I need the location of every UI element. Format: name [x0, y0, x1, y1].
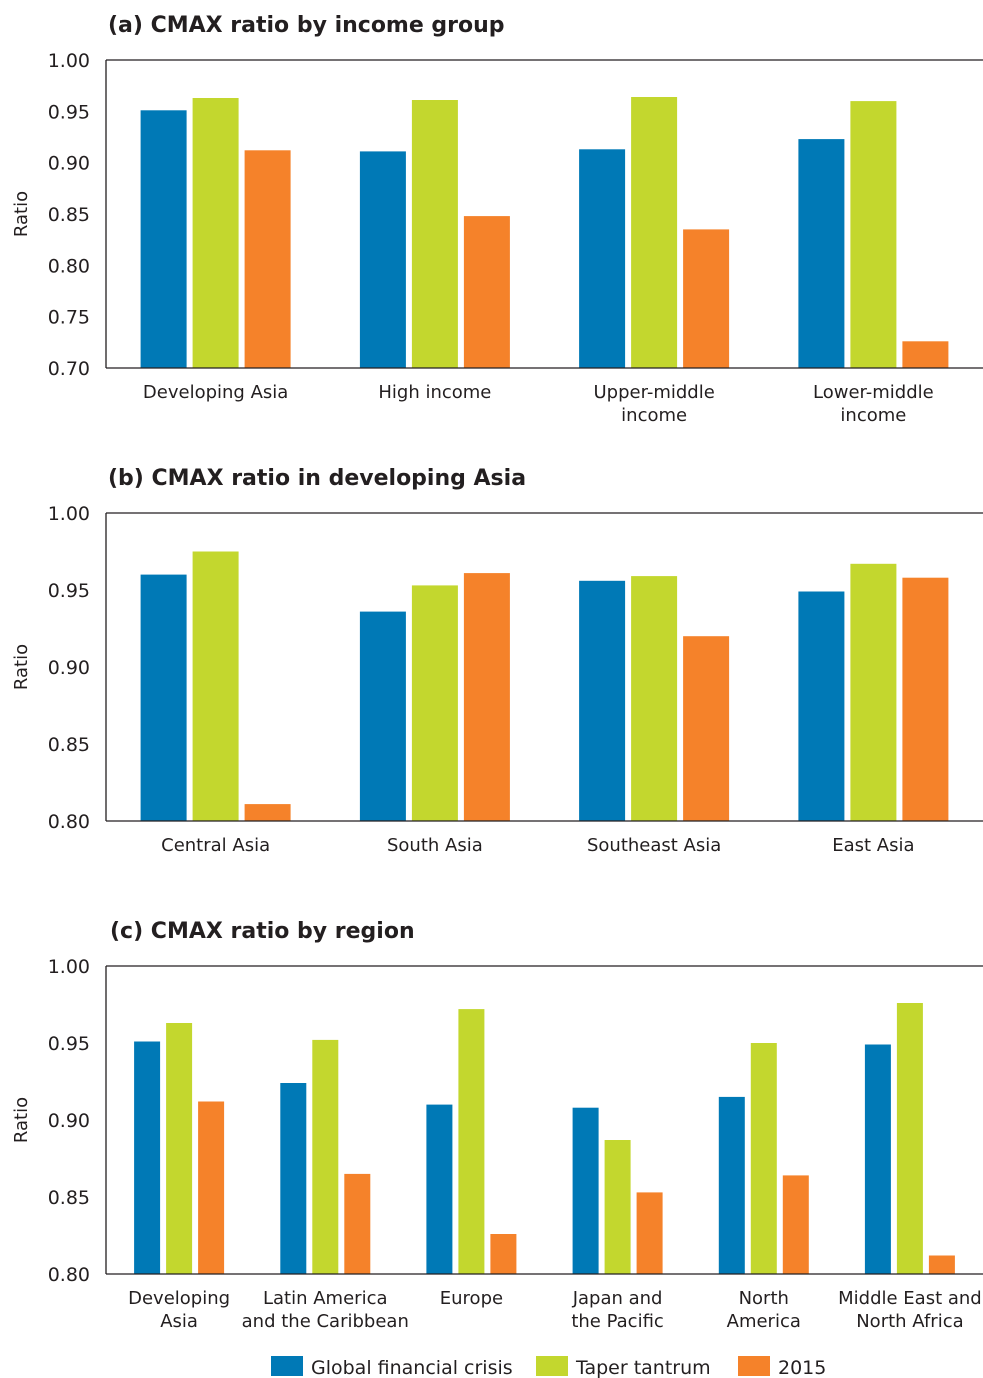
y-axis-label: Ratio — [11, 644, 32, 690]
bar-gfc — [359, 611, 406, 821]
bar-taper — [850, 563, 897, 821]
y-tick-label: 0.95 — [48, 580, 90, 602]
bar-y2015 — [344, 1173, 371, 1274]
bar-y2015 — [198, 1101, 225, 1274]
bar-gfc — [798, 139, 845, 368]
chart-panel-1: (a) CMAX ratio by income group Ratio 0.70 0… — [11, 13, 983, 426]
y-tick-label: 0.90 — [48, 153, 90, 175]
legend-label: Global financial crisis — [311, 1357, 513, 1378]
x-category-label: and the Caribbean — [242, 1311, 409, 1332]
y-axis-label: Ratio — [11, 1097, 32, 1143]
x-category-label: Middle East and — [838, 1288, 982, 1309]
y-tick-label: 1.00 — [48, 956, 90, 978]
bar-gfc — [798, 591, 845, 821]
x-category-label: Central Asia — [161, 835, 270, 856]
bar-gfc — [359, 151, 406, 368]
y-tick-label: 0.95 — [48, 101, 90, 123]
y-axis-label: Ratio — [11, 191, 32, 237]
x-category-label: Developing Asia — [143, 382, 288, 403]
bar-taper — [896, 1003, 923, 1274]
x-category-label: High income — [378, 382, 491, 403]
legend-label: 2015 — [778, 1357, 826, 1378]
bar-taper — [458, 1009, 485, 1274]
x-category-label: Upper-middle — [593, 382, 714, 403]
legend-swatch — [536, 1356, 568, 1376]
bar-taper — [631, 576, 678, 821]
x-category-label: the Pacific — [571, 1311, 663, 1332]
x-category-label: income — [840, 405, 906, 426]
bar-taper — [631, 97, 678, 368]
x-category-label: South Asia — [387, 835, 483, 856]
bar-gfc — [579, 149, 626, 368]
y-tick-label: 0.75 — [48, 307, 90, 329]
y-tick-label: 0.85 — [48, 734, 90, 756]
bar-y2015 — [244, 150, 291, 368]
x-category-label: Developing — [128, 1288, 230, 1309]
bar-y2015 — [928, 1255, 955, 1274]
bar-taper — [192, 98, 239, 368]
y-tick-label: 0.95 — [48, 1033, 90, 1055]
y-tick-label: 0.80 — [48, 811, 90, 833]
bar-gfc — [426, 1104, 453, 1274]
bar-gfc — [140, 110, 187, 369]
y-tick-label: 0.90 — [48, 1110, 90, 1132]
x-category-label: Lower-middle — [813, 382, 934, 403]
chart-panel-2: (b) CMAX ratio in developing Asia Ratio 0.… — [11, 466, 983, 856]
x-category-label: Latin America — [263, 1288, 388, 1309]
y-tick-label: 0.85 — [48, 1187, 90, 1209]
bar-taper — [850, 101, 897, 368]
bar-taper — [750, 1043, 777, 1274]
bar-y2015 — [490, 1234, 517, 1274]
y-tick-label: 0.90 — [48, 657, 90, 679]
bar-gfc — [140, 574, 187, 821]
bar-y2015 — [244, 804, 291, 821]
x-category-label: East Asia — [832, 835, 914, 856]
bar-taper — [192, 551, 239, 821]
x-category-label: North Africa — [856, 1311, 963, 1332]
y-tick-label: 0.70 — [48, 358, 90, 380]
x-category-label: income — [621, 405, 687, 426]
legend-swatch — [271, 1356, 303, 1376]
bar-taper — [166, 1023, 193, 1274]
bar-y2015 — [683, 636, 730, 821]
y-tick-label: 0.85 — [48, 204, 90, 226]
bar-taper — [411, 585, 458, 821]
x-category-label: Asia — [160, 1311, 198, 1332]
bar-y2015 — [683, 229, 730, 368]
bar-gfc — [864, 1044, 891, 1274]
x-category-label: America — [727, 1311, 801, 1332]
bar-y2015 — [463, 216, 510, 368]
bar-gfc — [134, 1041, 161, 1274]
chart-title: (a) CMAX ratio by income group — [108, 13, 505, 38]
x-category-label: North — [739, 1288, 789, 1309]
bar-y2015 — [902, 341, 949, 368]
bar-y2015 — [782, 1175, 809, 1274]
bar-taper — [312, 1039, 339, 1274]
y-tick-label: 1.00 — [48, 50, 90, 72]
bar-gfc — [572, 1107, 599, 1274]
bar-y2015 — [463, 573, 510, 821]
y-tick-label: 0.80 — [48, 255, 90, 277]
bar-gfc — [280, 1083, 307, 1274]
bar-taper — [411, 100, 458, 368]
chart-title: (c) CMAX ratio by region — [110, 919, 415, 944]
bar-y2015 — [902, 577, 949, 821]
y-tick-label: 1.00 — [48, 503, 90, 525]
legend-label: Taper tantrum — [575, 1357, 711, 1378]
bar-y2015 — [636, 1192, 663, 1274]
bar-gfc — [579, 580, 626, 821]
x-category-label: Japan and — [572, 1288, 663, 1309]
chart-title: (b) CMAX ratio in developing Asia — [108, 466, 526, 491]
bar-gfc — [718, 1096, 745, 1274]
legend-swatch — [738, 1356, 770, 1376]
chart-panel-3: (c) CMAX ratio by region Ratio 0.80 0.85 0.9… — [11, 919, 983, 1332]
bar-taper — [604, 1140, 631, 1274]
x-category-label: Southeast Asia — [587, 835, 721, 856]
legend: Global financial crisis Taper tantrum 2015 — [271, 1356, 826, 1378]
y-tick-label: 0.80 — [48, 1264, 90, 1286]
x-category-label: Europe — [440, 1288, 503, 1309]
